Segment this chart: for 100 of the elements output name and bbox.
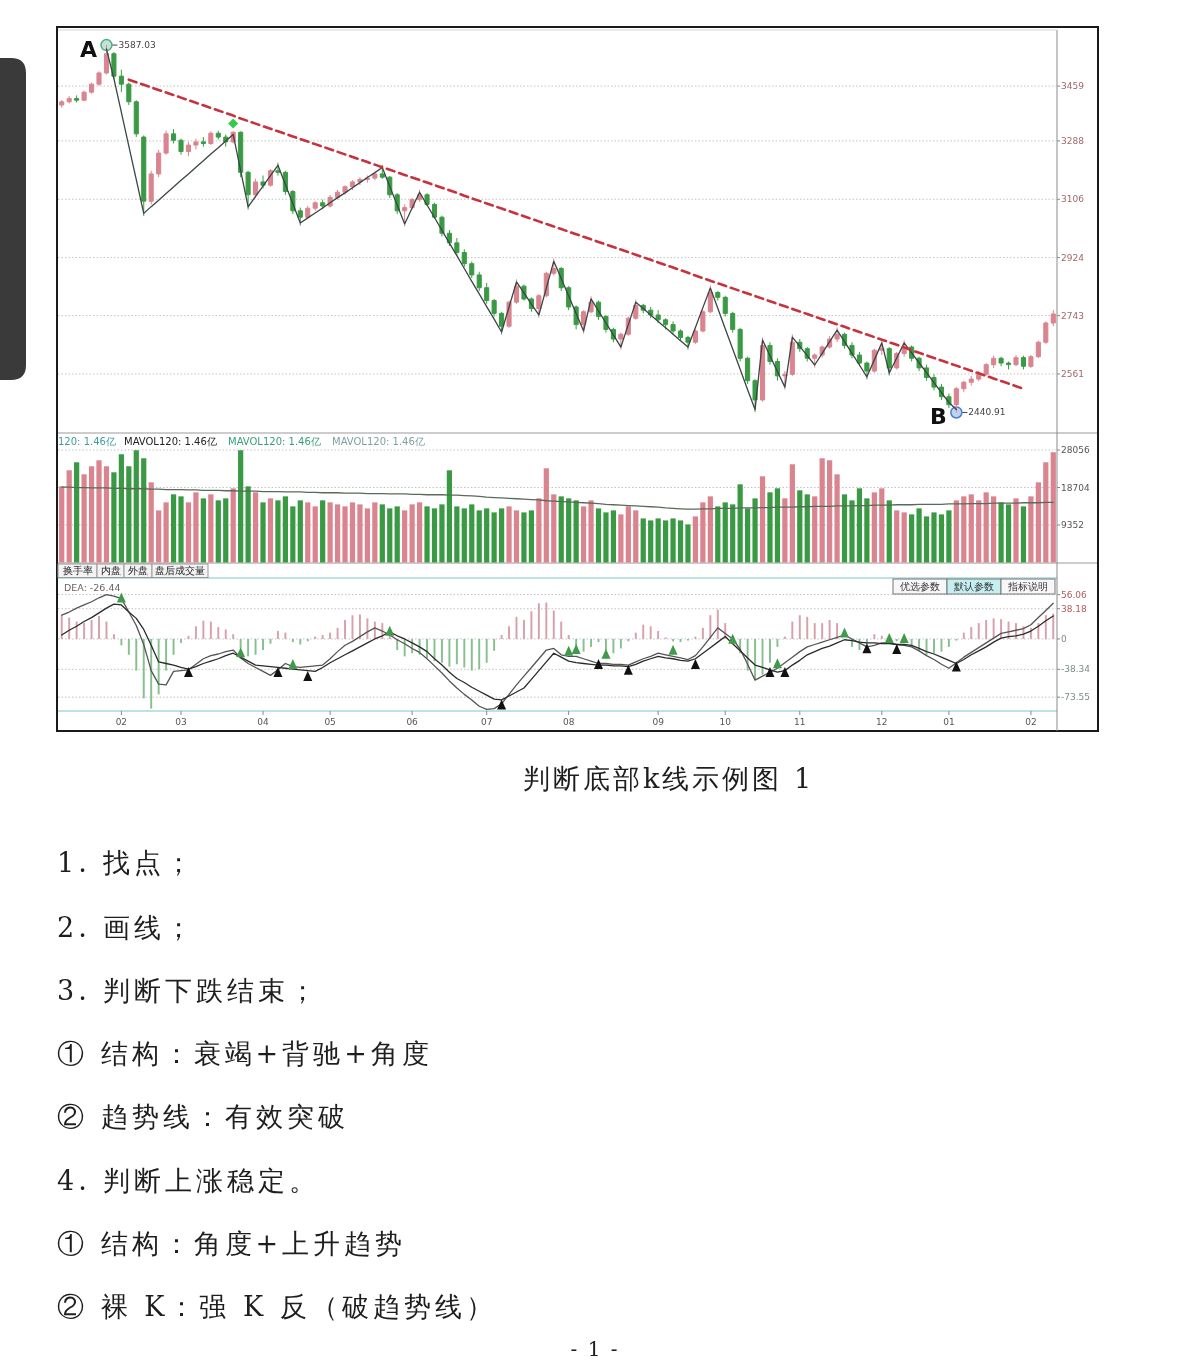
candlestick — [581, 309, 587, 335]
point — [951, 661, 961, 672]
candlestick — [961, 380, 967, 393]
candlestick — [469, 260, 475, 279]
candlestick — [96, 70, 102, 87]
bar — [394, 506, 400, 563]
bar — [118, 454, 124, 563]
bar — [640, 518, 646, 563]
candlestick — [782, 370, 788, 391]
text: - 1 - — [570, 1337, 620, 1361]
text: 1. 找点； — [57, 846, 197, 878]
bar — [238, 450, 244, 563]
x-tick-label: 05 — [324, 717, 336, 727]
bar — [521, 512, 527, 563]
candlestick — [200, 136, 206, 148]
candlestick — [655, 309, 661, 324]
candlestick — [320, 199, 326, 210]
text: MAVOL120: 1.46亿 — [124, 436, 217, 447]
candlestick — [677, 328, 684, 342]
bar — [797, 490, 803, 563]
point — [385, 625, 395, 636]
bar — [81, 474, 87, 563]
y-tick-label: 9352 — [1061, 520, 1084, 531]
candlestick — [118, 69, 124, 93]
bar — [439, 504, 445, 563]
bar — [334, 504, 341, 563]
candlestick — [730, 311, 736, 334]
candlestick — [461, 248, 467, 268]
candlestick — [513, 278, 520, 305]
candlestick — [864, 360, 870, 380]
candlestick — [722, 295, 728, 318]
annotation: B — [929, 403, 947, 429]
candlestick — [700, 309, 706, 334]
bar — [543, 468, 549, 563]
bar — [677, 520, 684, 563]
candlestick — [968, 375, 974, 387]
point — [840, 627, 850, 638]
annotation: DEA: -26.44 — [64, 582, 121, 593]
candlestick — [148, 170, 154, 205]
bar — [66, 470, 72, 563]
bar — [864, 498, 870, 563]
bar — [998, 502, 1004, 563]
bar — [819, 458, 825, 563]
bar — [849, 500, 855, 563]
bar — [163, 502, 169, 563]
y-tick-label: 3459 — [1061, 81, 1085, 92]
bar — [991, 496, 997, 563]
bar — [446, 470, 453, 563]
bar — [170, 494, 177, 563]
y-tick-label: 3106 — [1061, 194, 1085, 205]
bar — [469, 504, 475, 563]
point — [497, 699, 507, 710]
bar — [133, 450, 139, 563]
bar — [752, 498, 758, 563]
candlestick — [491, 298, 497, 318]
bar — [185, 502, 192, 563]
candlestick — [707, 285, 713, 314]
y-tick-label: 2561 — [1061, 368, 1084, 379]
candlestick — [171, 128, 177, 144]
bar — [566, 498, 572, 563]
candlestick — [431, 202, 438, 220]
point — [183, 667, 193, 677]
bar — [282, 496, 288, 563]
candlestick — [1020, 355, 1026, 370]
bar — [245, 486, 251, 563]
bar — [111, 472, 117, 563]
text: 外盘 — [128, 565, 148, 577]
bar — [1028, 496, 1034, 563]
data-label: 3587.03 — [118, 40, 156, 51]
bar — [879, 488, 885, 563]
candlestick — [685, 335, 691, 351]
candlestick — [342, 184, 348, 196]
bar — [275, 500, 281, 563]
bar — [662, 520, 669, 563]
candlestick — [484, 282, 490, 305]
bar — [827, 460, 833, 563]
candlestick — [111, 51, 117, 80]
x-tick-label: 12 — [876, 717, 888, 727]
candlestick — [663, 317, 669, 330]
bar — [1035, 482, 1041, 563]
bar — [230, 488, 236, 563]
candlestick — [551, 258, 557, 277]
text: 120: 1.46亿 — [58, 436, 116, 447]
bar — [74, 462, 80, 563]
bar — [148, 482, 154, 563]
bar — [789, 464, 795, 563]
text: 3. 判断下跌结束； — [57, 974, 321, 1006]
bar — [536, 498, 542, 563]
y-tick-label: 56.06 — [1061, 589, 1088, 600]
candlestick — [983, 362, 989, 377]
bar — [655, 518, 661, 563]
bar — [252, 492, 259, 563]
candlestick — [185, 141, 192, 157]
candlestick — [245, 170, 251, 211]
y-tick-label: 0 — [1061, 633, 1067, 644]
point — [884, 632, 894, 643]
bar — [267, 498, 274, 563]
point — [862, 643, 872, 654]
candlestick — [126, 82, 132, 106]
candlestick — [89, 82, 95, 95]
